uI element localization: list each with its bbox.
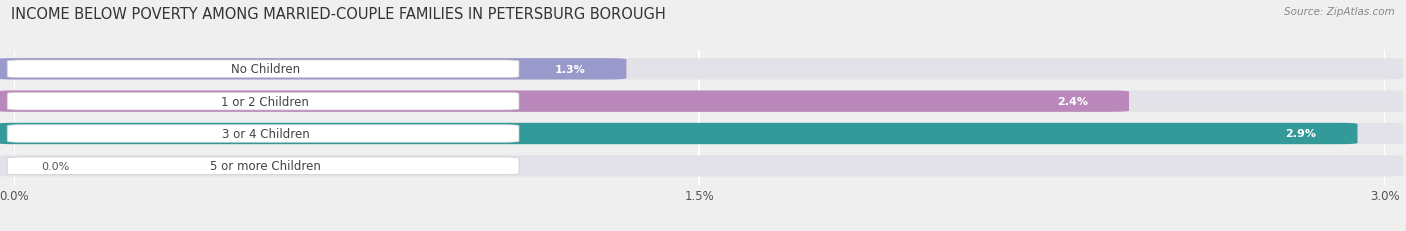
FancyBboxPatch shape bbox=[0, 91, 1403, 112]
Text: Source: ZipAtlas.com: Source: ZipAtlas.com bbox=[1284, 7, 1395, 17]
FancyBboxPatch shape bbox=[0, 123, 1403, 145]
Text: 2.4%: 2.4% bbox=[1057, 97, 1088, 107]
FancyBboxPatch shape bbox=[0, 59, 627, 80]
Text: 2.9%: 2.9% bbox=[1285, 129, 1316, 139]
FancyBboxPatch shape bbox=[7, 93, 519, 110]
FancyBboxPatch shape bbox=[0, 155, 1403, 177]
Text: 5 or more Children: 5 or more Children bbox=[209, 160, 321, 173]
FancyBboxPatch shape bbox=[0, 123, 1358, 145]
Text: 1.3%: 1.3% bbox=[554, 64, 585, 74]
Text: 1 or 2 Children: 1 or 2 Children bbox=[222, 95, 309, 108]
Text: 0.0%: 0.0% bbox=[42, 161, 70, 171]
FancyBboxPatch shape bbox=[7, 61, 519, 78]
FancyBboxPatch shape bbox=[0, 91, 1129, 112]
Text: INCOME BELOW POVERTY AMONG MARRIED-COUPLE FAMILIES IN PETERSBURG BOROUGH: INCOME BELOW POVERTY AMONG MARRIED-COUPL… bbox=[11, 7, 666, 22]
FancyBboxPatch shape bbox=[7, 157, 519, 175]
FancyBboxPatch shape bbox=[0, 59, 1403, 80]
Text: 3 or 4 Children: 3 or 4 Children bbox=[222, 128, 309, 140]
Text: No Children: No Children bbox=[231, 63, 299, 76]
FancyBboxPatch shape bbox=[7, 125, 519, 143]
